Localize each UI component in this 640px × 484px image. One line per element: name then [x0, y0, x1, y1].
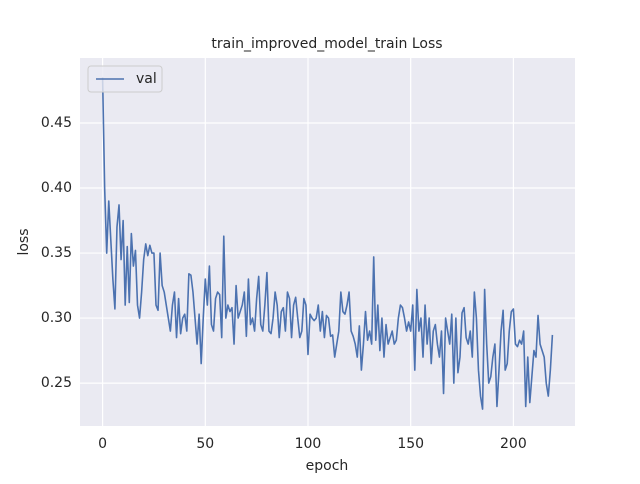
x-tick-label: 50 — [196, 436, 214, 452]
chart-title: train_improved_model_train Loss — [211, 36, 442, 52]
legend-label: val — [136, 71, 157, 87]
plot-area — [80, 58, 575, 426]
x-tick-label: 100 — [295, 436, 322, 452]
y-tick-label: 0.35 — [41, 245, 72, 261]
y-axis-label: loss — [16, 228, 32, 255]
y-tick-label: 0.40 — [41, 180, 72, 196]
y-tick-label: 0.30 — [41, 310, 72, 326]
x-tick-label: 150 — [397, 436, 424, 452]
x-tick-label: 0 — [98, 436, 107, 452]
legend-box — [87, 65, 163, 93]
y-tick-label: 0.45 — [41, 115, 72, 131]
x-axis-label: epoch — [306, 458, 349, 474]
legend: val — [87, 65, 163, 93]
y-tick-label: 0.25 — [41, 375, 72, 391]
line — [101, 77, 554, 410]
x-tick-label: 200 — [500, 436, 527, 452]
